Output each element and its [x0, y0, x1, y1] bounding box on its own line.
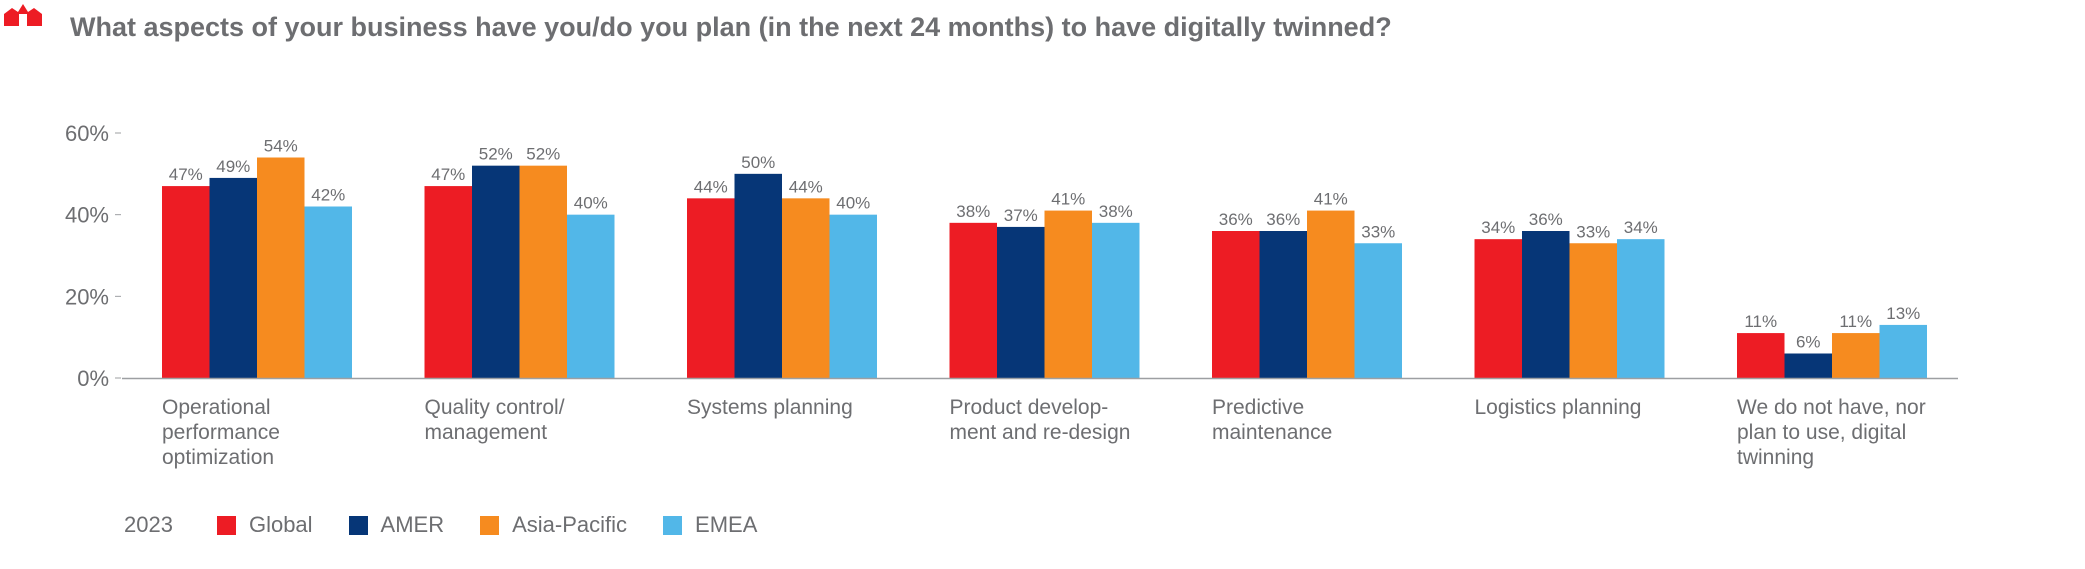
legend-label-global: Global	[248, 512, 313, 537]
legend-label-emea: EMEA	[695, 512, 758, 537]
x-tick-label-line: performance	[162, 421, 280, 444]
bar	[949, 222, 997, 378]
bar	[1259, 231, 1307, 378]
data-label: 6%	[1796, 333, 1821, 352]
x-tick-label-line: plan to use, digital	[1737, 421, 1906, 444]
y-tick-label: 60%	[65, 121, 109, 146]
data-label: 11%	[1744, 312, 1777, 331]
legend-item-amer: AMER	[348, 512, 445, 538]
x-tick-label-line: Product develop-	[950, 396, 1109, 419]
legend-swatch-asia-pacific	[480, 515, 500, 535]
brand-logo-icon	[4, 4, 42, 26]
bar	[1832, 333, 1880, 378]
legend-item-asia-pacific: Asia-Pacific	[480, 512, 627, 538]
bar	[734, 173, 782, 378]
bar	[1737, 333, 1785, 378]
bar	[1474, 239, 1522, 378]
legend-label-amer: AMER	[380, 512, 445, 537]
data-label: 49%	[216, 157, 250, 176]
data-label: 52%	[479, 145, 513, 164]
chart-title: What aspects of your business have you/d…	[70, 12, 1392, 42]
x-tick-label-line: Predictive	[1212, 396, 1304, 419]
bar	[567, 214, 615, 378]
x-tick-label-line: maintenance	[1212, 421, 1332, 444]
bar	[209, 177, 257, 378]
bar	[997, 226, 1045, 378]
x-tick-label: We do not have, nor plan to use, digital t…	[1737, 396, 1926, 469]
bar	[304, 206, 352, 378]
x-tick-label: Logistics planning	[1475, 396, 1642, 419]
y-tick-label: 20%	[65, 284, 109, 309]
data-label: 41%	[1314, 190, 1348, 209]
bar	[424, 186, 472, 378]
data-label: 52%	[526, 145, 560, 164]
data-label: 36%	[1219, 210, 1253, 229]
bar	[1617, 239, 1665, 378]
bar	[1307, 210, 1355, 378]
x-tick-label-line: twinning	[1737, 446, 1814, 469]
x-tick-label-line: Logistics planning	[1475, 396, 1642, 419]
data-label: 13%	[1886, 304, 1920, 323]
x-tick-label: Systems planning	[687, 396, 853, 419]
bar	[1522, 231, 1570, 378]
bar	[1569, 243, 1617, 378]
bar	[1879, 324, 1927, 378]
bar	[687, 198, 735, 378]
legend-year: 2023	[124, 512, 173, 537]
legend-swatch-emea	[663, 515, 683, 535]
y-tick-label: 40%	[65, 203, 109, 228]
data-label: 33%	[1361, 222, 1395, 241]
x-tick-label: Product develop-ment and re-design	[950, 396, 1131, 444]
x-tick-label-line: optimization	[162, 446, 274, 469]
legend-swatch-amer	[348, 515, 368, 535]
x-tick-label-line: Quality control/	[425, 396, 565, 419]
data-label: 40%	[836, 194, 870, 213]
data-label: 37%	[1004, 206, 1038, 225]
bar	[829, 214, 877, 378]
bar	[162, 186, 210, 378]
data-label: 36%	[1266, 210, 1300, 229]
data-label: 42%	[311, 186, 345, 205]
legend-label-asia-pacific: Asia-Pacific	[512, 512, 628, 537]
x-tick-label: Quality control/management	[425, 396, 565, 444]
data-label: 44%	[694, 177, 728, 196]
data-label: 40%	[574, 194, 608, 213]
data-label: 54%	[264, 137, 298, 156]
bar	[782, 198, 830, 378]
data-label: 38%	[956, 202, 990, 221]
data-label: 33%	[1576, 222, 1610, 241]
data-label: 50%	[741, 153, 775, 172]
bar	[519, 165, 567, 378]
bar	[257, 157, 305, 378]
bar	[1092, 222, 1140, 378]
legend-item-emea: EMEA	[663, 512, 757, 538]
x-tick-label-line: Systems planning	[687, 396, 853, 419]
bar	[1784, 353, 1832, 378]
data-label: 47%	[431, 165, 465, 184]
bar	[1044, 210, 1092, 378]
x-tick-label: Operational performance optimization	[162, 396, 280, 469]
data-label: 11%	[1839, 312, 1872, 331]
data-label: 41%	[1051, 190, 1085, 209]
data-label: 36%	[1529, 210, 1563, 229]
bar	[1212, 231, 1260, 378]
data-label: 47%	[169, 165, 203, 184]
legend: 2023 Global AMER Asia-Pacific EMEA	[124, 512, 793, 538]
x-tick-label-line: management	[425, 421, 548, 444]
data-label: 38%	[1099, 202, 1133, 221]
legend-swatch-global	[216, 515, 236, 535]
bar	[472, 165, 520, 378]
x-tick-label-line: We do not have, nor	[1737, 396, 1926, 419]
data-label: 34%	[1481, 218, 1515, 237]
x-tick-label: Predictive maintenance	[1212, 396, 1332, 444]
bar	[1354, 243, 1402, 378]
y-tick-label: 0%	[77, 366, 109, 391]
data-label: 34%	[1624, 218, 1658, 237]
x-tick-label-line: ment and re-design	[950, 421, 1131, 444]
x-tick-label-line: Operational	[162, 396, 271, 419]
data-label: 44%	[789, 177, 823, 196]
legend-item-global: Global	[216, 512, 313, 538]
